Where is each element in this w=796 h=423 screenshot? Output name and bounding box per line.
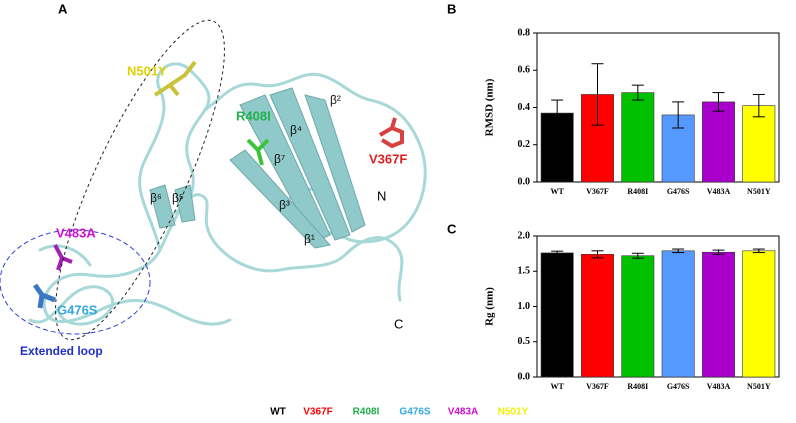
ribbon — [138, 62, 211, 252]
bar — [702, 251, 735, 378]
legend-entry: G476S — [399, 407, 430, 418]
error-bar — [591, 63, 604, 126]
strand-label: β² — [330, 93, 341, 107]
error-bar — [631, 84, 644, 101]
beta-sheet — [239, 94, 331, 243]
side-chain — [378, 117, 404, 149]
x-tick-label: G476S — [667, 187, 690, 196]
bar — [702, 101, 735, 183]
terminus-label: C — [394, 316, 403, 331]
mutation-label: N501Y — [127, 63, 167, 78]
x-tick-label: R408I — [627, 382, 648, 391]
strand-label: β⁵ — [172, 191, 184, 205]
strand-label: β⁴ — [290, 123, 302, 137]
charts: B RMSD (nm) 0.0 0.2 0.4 0.6 0.8 WT V367F R408I G47… — [447, 1, 780, 391]
panel-label: B — [447, 1, 456, 16]
y-tick-label: 0.2 — [518, 139, 531, 150]
mutation-label: V367F — [369, 151, 407, 166]
bar — [742, 105, 776, 183]
y-tick-label: 0.5 — [518, 336, 531, 347]
error-bar — [551, 99, 564, 127]
mutation-label: R408I — [236, 108, 271, 123]
y-axis-title: Rg (nm) — [484, 287, 496, 326]
bar — [621, 92, 655, 183]
x-tick-label: WT — [550, 382, 564, 391]
error-bar — [631, 252, 644, 259]
bar — [661, 250, 695, 378]
error-bar — [752, 248, 765, 254]
y-tick-label: 0.0 — [518, 176, 531, 187]
x-tick-label: V367F — [586, 382, 609, 391]
panel-label: A — [58, 1, 68, 16]
beta-sheet — [269, 87, 351, 241]
structure-panel: A N501Y R408I V367F V483A G476S Extended… — [0, 1, 427, 358]
bar — [621, 255, 655, 378]
legend-entry: N501Y — [498, 407, 529, 418]
mutation-label: G476S — [57, 302, 98, 317]
y-tick-label: 0.6 — [518, 65, 531, 76]
panel-label: C — [447, 221, 457, 236]
bar — [540, 112, 574, 183]
beta-sheet — [174, 184, 196, 223]
bar — [742, 250, 776, 378]
beta-sheet — [149, 184, 176, 229]
ribbon — [28, 244, 115, 326]
x-tick-label: N501Y — [747, 187, 771, 196]
y-axis-title: RMSD (nm) — [484, 78, 496, 136]
strand-label: β⁷ — [274, 152, 285, 166]
side-chain — [153, 60, 197, 97]
ribbon — [42, 193, 404, 326]
y-tick-label: 0.4 — [518, 102, 531, 113]
x-tick-label: WT — [550, 187, 564, 196]
legend-entry: V367F — [303, 407, 332, 418]
error-bar — [712, 249, 725, 255]
y-tick-label: 2.0 — [518, 230, 531, 241]
bar — [540, 252, 574, 378]
error-bar — [672, 101, 685, 129]
side-chain — [246, 138, 270, 166]
strand-label: β¹ — [304, 232, 315, 246]
legend-entry: V483A — [448, 407, 479, 418]
strand-label: β³ — [279, 198, 290, 212]
ribbon — [203, 72, 427, 244]
y-tick-label: 1.0 — [518, 301, 531, 312]
x-tick-label: R408I — [627, 187, 648, 196]
loop-label: Extended loop — [20, 344, 103, 358]
error-bar — [712, 92, 725, 112]
x-tick-label: N501Y — [747, 382, 771, 391]
x-tick-label: G476S — [667, 382, 690, 391]
loop-outline — [0, 229, 151, 335]
x-tick-label: V483A — [707, 187, 731, 196]
beta-sheet — [229, 149, 331, 249]
bar — [581, 254, 614, 378]
mutation-label: V483A — [56, 225, 96, 240]
beta-sheet — [304, 94, 366, 233]
legend: WT V367F R408I G476S V483A N501Y — [270, 407, 528, 418]
region-outline — [55, 19, 225, 341]
y-tick-label: 0.0 — [518, 371, 531, 382]
x-tick-label: V367F — [586, 187, 609, 196]
error-bar — [591, 250, 604, 259]
y-tick-label: 0.8 — [518, 27, 531, 38]
legend-entry: R408I — [353, 407, 380, 418]
legend-entry: WT — [270, 407, 286, 418]
side-chain — [32, 283, 56, 309]
terminus-label: N — [377, 188, 386, 203]
y-tick-label: 1.5 — [518, 266, 531, 277]
x-tick-label: V483A — [707, 382, 731, 391]
error-bar — [551, 250, 564, 256]
error-bar — [752, 93, 765, 118]
error-bar — [672, 248, 685, 254]
strand-label: β⁶ — [150, 191, 162, 205]
